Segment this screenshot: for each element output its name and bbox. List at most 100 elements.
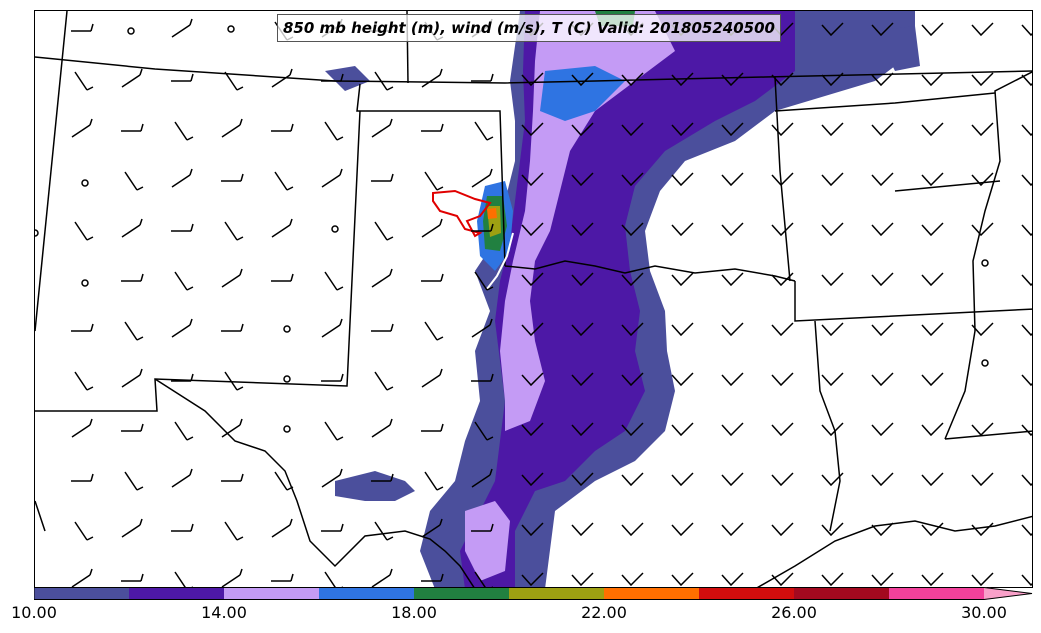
calm-wind-marker: [283, 325, 291, 333]
wind-barb: [421, 573, 444, 582]
wind-barb: [671, 72, 694, 87]
wind-barb: [571, 72, 594, 87]
wind-barb: [421, 518, 443, 538]
wind-barb: [271, 518, 293, 538]
wind-barb: [424, 471, 444, 491]
shade-band-10-west: [335, 471, 415, 501]
wind-barb: [1021, 424, 1032, 437]
wind-barb: [921, 372, 944, 387]
wind-barb: [821, 22, 844, 37]
wind-barb: [371, 568, 393, 587]
state-line-ar-tn: [774, 92, 996, 112]
wind-barb: [671, 172, 694, 187]
colorbar-tick-label: 26.00: [771, 603, 817, 622]
wind-barb: [921, 222, 944, 237]
calm-wind-marker: [81, 179, 89, 187]
wind-barb: [521, 572, 544, 587]
calm-wind-marker: [81, 279, 89, 287]
wind-barb: [124, 321, 144, 341]
wind-barb: [1021, 474, 1032, 487]
wind-barb: [871, 22, 894, 37]
wind-barb: [1021, 324, 1032, 337]
colorbar-segment: [414, 587, 509, 600]
wind-barb: [521, 422, 544, 437]
wind-barb: [471, 168, 493, 188]
wind-barb: [971, 422, 994, 437]
wind-barb: [671, 322, 694, 337]
shade-band-10-north: [325, 66, 370, 91]
wind-barb: [471, 223, 494, 232]
calm-wind-marker: [981, 259, 989, 267]
wind-barb: [1021, 74, 1032, 87]
wind-barb: [224, 221, 244, 241]
shade-band-14-south: [465, 501, 510, 581]
calm-wind-marker: [283, 425, 291, 433]
wind-barb: [721, 372, 744, 387]
wind-barb: [374, 521, 394, 541]
wind-barb: [571, 472, 594, 487]
wind-barb: [571, 522, 594, 537]
colorbar-segment: [794, 587, 889, 600]
wind-barb: [871, 222, 894, 237]
wind-barb: [171, 318, 193, 338]
state-line-ms-east: [944, 430, 1032, 440]
wind-barb: [74, 371, 94, 391]
map-canvas: [35, 11, 1032, 587]
wind-barb: [271, 573, 294, 582]
wind-barb: [721, 472, 744, 487]
wind-barb: [871, 522, 894, 537]
wind-barb: [721, 122, 744, 137]
wind-barb: [821, 422, 844, 437]
wind-barb: [121, 273, 144, 282]
wind-barb: [1021, 224, 1032, 237]
wind-barb: [121, 423, 144, 432]
wind-barb: [971, 322, 994, 337]
wind-barb: [621, 222, 644, 237]
wind-barb: [871, 172, 894, 187]
wind-barb: [871, 322, 894, 337]
colorbar-tick-label: 10.00: [11, 603, 57, 622]
wind-barb: [821, 72, 844, 87]
wind-barb: [671, 472, 694, 487]
wind-barb: [571, 222, 594, 237]
wind-barb: [621, 422, 644, 437]
colorbar-tick-label: 18.00: [391, 603, 437, 622]
wind-barb: [471, 318, 493, 338]
wind-barb: [371, 173, 394, 182]
wind-barb: [721, 272, 744, 287]
wind-barb: [224, 371, 244, 391]
wind-barb: [771, 172, 794, 187]
colorbar-segment: [129, 587, 224, 600]
wind-barb: [421, 273, 444, 282]
wind-barb: [324, 571, 343, 587]
wind-barb: [221, 473, 244, 482]
colorbar-segment: [319, 587, 414, 600]
wind-barb: [424, 171, 444, 191]
wind-barb: [1021, 24, 1032, 37]
wind-barb: [771, 422, 794, 437]
wind-barb: [171, 468, 193, 488]
state-line-louisiana-west: [814, 320, 841, 532]
wind-barb: [671, 522, 694, 537]
wind-barb: [1021, 524, 1032, 537]
wind-barb: [471, 468, 493, 488]
colorbar-outline: [34, 587, 1033, 600]
wind-barb: [121, 573, 144, 582]
wind-barb: [921, 72, 944, 87]
wind-barb: [424, 321, 444, 341]
state-line-mississippi: [944, 71, 1032, 440]
wind-barb: [421, 368, 443, 388]
wind-barb: [621, 322, 644, 337]
wind-barb: [771, 572, 794, 587]
wind-barb: [324, 421, 344, 441]
wind-barb: [971, 122, 994, 137]
wind-barb: [371, 323, 394, 332]
wind-barb: [171, 18, 193, 38]
wind-barb: [721, 172, 744, 187]
colorbar-extend-arrow: [984, 587, 1032, 600]
wind-barb: [374, 71, 394, 91]
state-line-tx-arkansas: [794, 281, 1032, 322]
colorbar-segment: [889, 587, 984, 600]
wind-barb: [721, 522, 744, 537]
wind-barb: [971, 572, 994, 587]
